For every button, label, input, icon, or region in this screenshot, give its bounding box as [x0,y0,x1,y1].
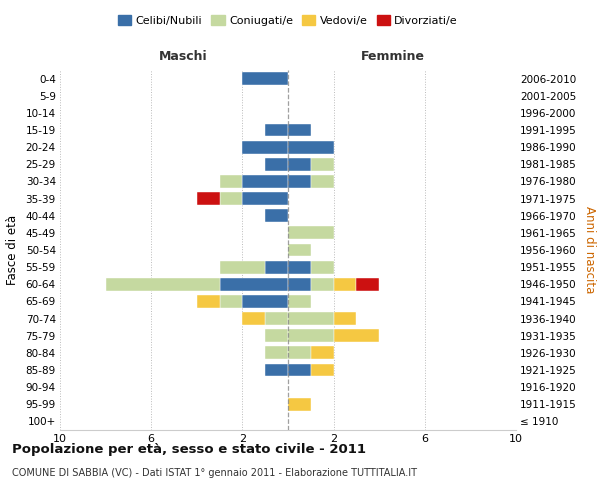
Bar [334,312,356,325]
Bar [220,192,242,205]
Bar [288,278,311,290]
Bar [220,260,265,274]
Bar [197,295,220,308]
Bar [265,124,288,136]
Bar [242,192,288,205]
Bar [288,260,311,274]
Bar [220,175,242,188]
Bar [220,295,242,308]
Y-axis label: Fasce di età: Fasce di età [5,215,19,285]
Bar [265,346,288,360]
Bar [288,312,334,325]
Bar [288,226,334,239]
Bar [311,364,334,376]
Bar [334,330,379,342]
Bar [242,72,288,85]
Bar [242,295,288,308]
Bar [334,278,356,290]
Bar [106,278,220,290]
Bar [265,158,288,170]
Bar [288,330,334,342]
Bar [288,244,311,256]
Bar [242,312,265,325]
Text: Maschi: Maschi [159,50,208,63]
Bar [288,346,311,360]
Bar [288,295,311,308]
Bar [265,330,288,342]
Bar [242,175,288,188]
Bar [288,364,311,376]
Bar [311,175,334,188]
Bar [356,278,379,290]
Bar [288,124,311,136]
Bar [265,260,288,274]
Bar [288,398,311,410]
Text: COMUNE DI SABBIA (VC) - Dati ISTAT 1° gennaio 2011 - Elaborazione TUTTITALIA.IT: COMUNE DI SABBIA (VC) - Dati ISTAT 1° ge… [12,468,417,477]
Bar [242,140,288,153]
Bar [197,192,220,205]
Bar [311,260,334,274]
Text: Femmine: Femmine [361,50,425,63]
Text: Popolazione per età, sesso e stato civile - 2011: Popolazione per età, sesso e stato civil… [12,442,366,456]
Bar [220,278,288,290]
Bar [311,346,334,360]
Bar [265,364,288,376]
Y-axis label: Anni di nascita: Anni di nascita [583,206,596,294]
Bar [311,278,334,290]
Legend: Celibi/Nubili, Coniugati/e, Vedovi/e, Divorziati/e: Celibi/Nubili, Coniugati/e, Vedovi/e, Di… [113,10,463,30]
Bar [265,312,288,325]
Bar [288,158,311,170]
Bar [311,158,334,170]
Bar [288,140,334,153]
Bar [265,210,288,222]
Bar [288,175,311,188]
